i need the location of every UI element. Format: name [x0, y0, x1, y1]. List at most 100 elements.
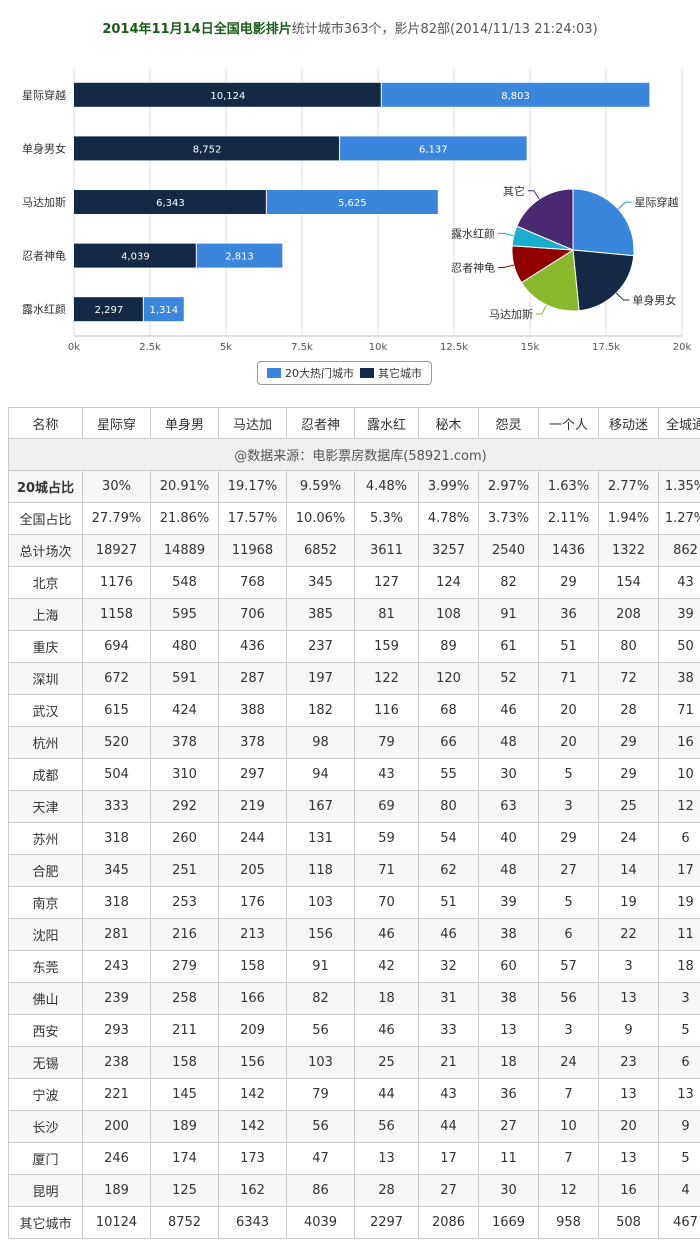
table-cell: 19: [598, 886, 659, 919]
data-label: 6,137: [419, 144, 448, 155]
table-cell: 63: [478, 790, 539, 823]
source-row: @数据来源：电影票房数据库(58921.com): [8, 438, 700, 471]
bar-segment[interactable]: [74, 243, 196, 268]
table-cell: 31: [418, 982, 479, 1015]
table-cell: 595: [150, 598, 219, 631]
legend-item[interactable]: 20大热门城市: [267, 365, 354, 381]
table-cell: 3: [538, 1014, 599, 1047]
pie-slice[interactable]: [520, 249, 580, 312]
table-row: 天津 333 292 219 167 69 80 63 3 25 12: [8, 790, 700, 823]
table-cell: 51: [418, 886, 479, 919]
pie-label: 露水红颜: [451, 227, 495, 240]
table-cell: 44: [418, 1110, 479, 1143]
table-cell: 17.57%: [218, 502, 287, 535]
table-cell: 48: [478, 726, 539, 759]
category-label: 露水红颜: [22, 303, 66, 316]
table-cell: 46: [418, 918, 479, 951]
bar-segment[interactable]: [340, 136, 527, 161]
table-cell: 30: [478, 758, 539, 791]
table-cell: 27.79%: [82, 502, 151, 535]
table-cell: 211: [150, 1014, 219, 1047]
table-cell: 81: [354, 598, 419, 631]
row-label: 佛山: [8, 982, 83, 1015]
table-cell: 19.17%: [218, 470, 287, 503]
bar-segment[interactable]: [74, 190, 266, 214]
chart-area: 0k 2.5k 5k 7.5k 10k 12.5k 15k 17.5k 20k 星际穿越 10,12…: [0, 54, 700, 394]
row-label: 20城占比: [8, 470, 83, 503]
bar-segment[interactable]: [381, 82, 650, 107]
category-label: 忍者神龟: [22, 249, 66, 263]
pie-connector: [527, 190, 540, 200]
table-cell: 118: [286, 854, 355, 887]
table-cell: 125: [150, 1174, 219, 1207]
pie-slice[interactable]: [572, 188, 635, 257]
bar-segment[interactable]: [74, 136, 340, 161]
table-cell: 1.27%: [658, 502, 700, 535]
chart-legend[interactable]: 20大热门城市 其它城市: [257, 361, 432, 385]
table-cell: 1.63%: [538, 470, 599, 503]
table-row: 宁波 221 145 142 79 44 43 36 7 13 13: [8, 1078, 700, 1111]
table-cell: 20.91%: [150, 470, 219, 503]
data-label: 10,124: [210, 91, 245, 102]
pie-label: 单身男女: [632, 293, 676, 307]
table-cell: 318: [82, 886, 151, 919]
table-cell: 22: [598, 918, 659, 951]
table-cell: 3: [538, 790, 599, 823]
table-cell: 32: [418, 950, 479, 983]
pie-connector: [617, 201, 632, 210]
column-header: 移动迷: [598, 407, 659, 439]
table-cell: 47: [286, 1142, 355, 1175]
table-row: 成都 504 310 297 94 43 55 30 5 29 10: [8, 758, 700, 791]
table-cell: 80: [418, 790, 479, 823]
title-main: 2014年11月14日全国电影排片: [102, 21, 292, 37]
bar-segment[interactable]: [74, 82, 381, 107]
x-tick-label: 2.5k: [139, 342, 161, 353]
table-cell: 18: [354, 982, 419, 1015]
table-cell: 216: [150, 918, 219, 951]
table-row: 长沙 200 189 142 56 56 44 27 10 20 9: [8, 1110, 700, 1143]
table-cell: 108: [418, 598, 479, 631]
row-label: 全国占比: [8, 502, 83, 535]
column-header: 星际穿: [82, 407, 151, 439]
table-row: 总计场次 18927 14889 11968 6852 3611 3257 2540 1436 1…: [8, 534, 700, 567]
table-cell: 142: [218, 1078, 287, 1111]
column-header: 全城通: [658, 407, 700, 439]
table-row: 东莞 243 279 158 91 42 32 60 57 3 18: [8, 950, 700, 983]
bar-segment[interactable]: [74, 297, 143, 322]
row-label: 沈阳: [8, 918, 83, 951]
table-cell: 5: [658, 1142, 700, 1175]
table-cell: 29: [598, 726, 659, 759]
table-row: 佛山 239 258 166 82 18 31 38 56 13 3: [8, 982, 700, 1015]
table-cell: 71: [538, 662, 599, 695]
table-row: 全国占比 27.79% 21.86% 17.57% 10.06% 5.3% 4.78% 3.7…: [8, 502, 700, 535]
table-cell: 142: [218, 1110, 287, 1143]
table-cell: 310: [150, 758, 219, 791]
table-cell: 38: [478, 918, 539, 951]
x-tick-label: 7.5k: [291, 342, 313, 353]
table-cell: 238: [82, 1046, 151, 1079]
table-row: 深圳 672 591 287 197 122 120 52 71 72 38: [8, 662, 700, 695]
pie-slice[interactable]: [572, 249, 635, 312]
table-cell: 4039: [286, 1206, 355, 1239]
table-cell: 5: [658, 1014, 700, 1047]
bar-segment[interactable]: [196, 243, 283, 268]
legend-item[interactable]: 其它城市: [360, 365, 422, 381]
pie-label: 忍者神龟: [451, 260, 495, 274]
table-cell: 467: [658, 1206, 700, 1239]
table-cell: 48: [478, 854, 539, 887]
table-cell: 208: [598, 598, 659, 631]
table-cell: 4.78%: [418, 502, 479, 535]
pie-slice[interactable]: [516, 188, 574, 251]
table-cell: 378: [150, 726, 219, 759]
table-cell: 281: [82, 918, 151, 951]
bar-segment[interactable]: [143, 297, 184, 322]
data-label: 4,039: [121, 252, 150, 263]
data-label: 8,752: [193, 144, 222, 155]
table-cell: 42: [354, 950, 419, 983]
table-cell: 27: [478, 1110, 539, 1143]
table-row: 杭州 520 378 378 98 79 66 48 20 29 16: [8, 726, 700, 759]
table-cell: 591: [150, 662, 219, 695]
table-cell: 18927: [82, 534, 151, 567]
bar-segment[interactable]: [266, 190, 438, 214]
table-cell: 131: [286, 822, 355, 855]
